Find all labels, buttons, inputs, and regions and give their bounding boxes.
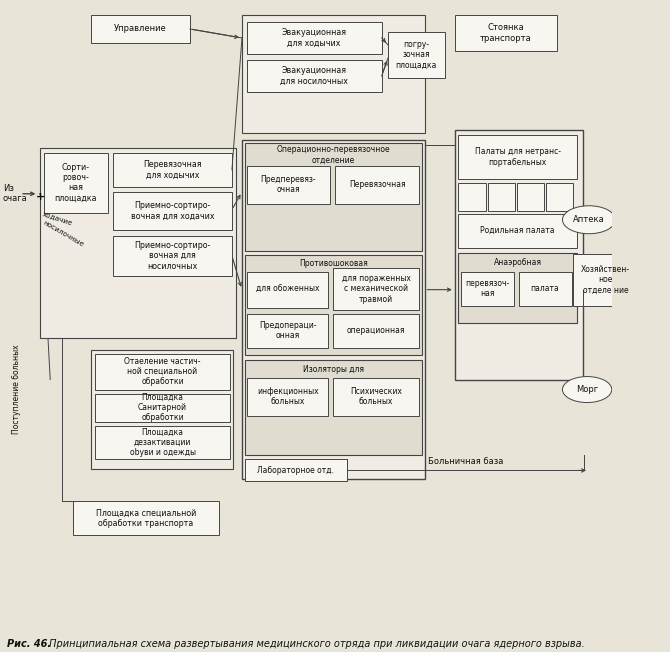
- FancyBboxPatch shape: [458, 253, 577, 323]
- FancyBboxPatch shape: [247, 22, 382, 54]
- Text: Родильная палата: Родильная палата: [480, 226, 555, 235]
- Text: Принципиальная схема развертывания медицинского отряда при ликвидации очага ядер: Принципиальная схема развертывания медиц…: [46, 639, 584, 649]
- FancyBboxPatch shape: [247, 60, 382, 92]
- FancyBboxPatch shape: [245, 255, 422, 355]
- Text: Изоляторы для: Изоляторы для: [303, 365, 364, 374]
- FancyBboxPatch shape: [333, 314, 419, 348]
- Ellipse shape: [562, 206, 616, 233]
- Text: Отаеление частич-
ной специальной
обработки: Отаеление частич- ной специальной обрабо…: [124, 357, 201, 387]
- FancyBboxPatch shape: [247, 378, 328, 415]
- Text: Перевязочная
для ходычих: Перевязочная для ходычих: [143, 160, 202, 179]
- Text: Из
очага: Из очага: [3, 184, 27, 203]
- Text: Площадка
дезактивации
obуви и одежды: Площадка дезактивации obуви и одежды: [129, 428, 196, 458]
- Text: для обоженных: для обоженных: [256, 285, 320, 294]
- Text: погру-
зочная
площадка: погру- зочная площадка: [396, 40, 437, 70]
- Text: ходачие: ходачие: [42, 210, 74, 226]
- FancyBboxPatch shape: [242, 15, 425, 133]
- FancyBboxPatch shape: [458, 183, 486, 211]
- FancyBboxPatch shape: [455, 15, 557, 51]
- Text: перевязоч-
ная: перевязоч- ная: [466, 279, 510, 299]
- Text: палата: палата: [531, 284, 559, 293]
- FancyBboxPatch shape: [247, 166, 330, 204]
- Text: инфекционных
больных: инфекционных больных: [257, 387, 318, 406]
- Text: Морг: Морг: [576, 385, 598, 394]
- Text: Приемно-сортиро-
вочная для ходачих: Приемно-сортиро- вочная для ходачих: [131, 201, 214, 220]
- FancyBboxPatch shape: [40, 148, 237, 338]
- Text: Больничная база: Больничная база: [428, 458, 503, 466]
- FancyBboxPatch shape: [44, 153, 108, 213]
- FancyBboxPatch shape: [574, 254, 637, 306]
- Text: Операционно-перевязочное
отделение: Операционно-перевязочное отделение: [277, 145, 390, 164]
- Text: Перевязочная: Перевязочная: [349, 181, 405, 189]
- Text: Аптека: Аптека: [573, 215, 605, 224]
- Text: Стоянка
транспорта: Стоянка транспорта: [480, 23, 532, 42]
- FancyBboxPatch shape: [461, 272, 514, 306]
- Text: Палаты для нетранс-
портабельных: Палаты для нетранс- портабельных: [475, 147, 561, 166]
- FancyBboxPatch shape: [245, 360, 422, 456]
- Text: Поступление больных: Поступление больных: [12, 345, 21, 434]
- Text: Лабораторное отд.: Лабораторное отд.: [257, 466, 334, 475]
- Text: Предперевяз-
очная: Предперевяз- очная: [261, 175, 316, 194]
- FancyBboxPatch shape: [73, 501, 219, 535]
- Text: Сорти-
ровоч-
ная
площадка: Сорти- ровоч- ная площадка: [54, 163, 97, 203]
- Text: носилочные: носилочные: [42, 220, 85, 248]
- FancyBboxPatch shape: [546, 183, 574, 211]
- Text: операционная: операционная: [347, 326, 405, 335]
- FancyBboxPatch shape: [458, 135, 577, 179]
- FancyBboxPatch shape: [333, 378, 419, 415]
- Text: Предопераци-
онная: Предопераци- онная: [259, 321, 316, 340]
- FancyBboxPatch shape: [245, 460, 347, 481]
- Text: Площадка специальной
обработки транспорта: Площадка специальной обработки транспорт…: [96, 509, 196, 528]
- Text: Эвакуационная
для носилочных: Эвакуационная для носилочных: [280, 67, 348, 85]
- Text: для пораженных
с механической
травмой: для пораженных с механической травмой: [342, 274, 411, 304]
- FancyBboxPatch shape: [242, 140, 425, 479]
- FancyBboxPatch shape: [95, 353, 230, 389]
- FancyBboxPatch shape: [519, 272, 572, 306]
- FancyBboxPatch shape: [488, 183, 515, 211]
- Text: Анаэробная: Анаэробная: [494, 258, 542, 267]
- Text: Эвакуационная
для ходычих: Эвакуационная для ходычих: [281, 28, 346, 48]
- FancyBboxPatch shape: [388, 32, 445, 78]
- FancyBboxPatch shape: [91, 349, 233, 469]
- Text: Противошоковая: Противошоковая: [299, 259, 368, 268]
- Text: Приемно-сортиро-
вочная для
носилочных: Приемно-сортиро- вочная для носилочных: [135, 241, 211, 271]
- Text: Рис. 46.: Рис. 46.: [7, 639, 52, 649]
- Text: Площадка
Санитарной
обработки: Площадка Санитарной обработки: [138, 393, 187, 422]
- FancyBboxPatch shape: [247, 272, 328, 308]
- FancyBboxPatch shape: [247, 314, 328, 348]
- FancyBboxPatch shape: [517, 183, 544, 211]
- Text: Психических
больных: Психических больных: [350, 387, 402, 406]
- FancyBboxPatch shape: [335, 166, 419, 204]
- FancyBboxPatch shape: [91, 15, 190, 43]
- FancyBboxPatch shape: [113, 153, 232, 186]
- FancyBboxPatch shape: [113, 192, 232, 230]
- FancyBboxPatch shape: [95, 426, 230, 460]
- FancyBboxPatch shape: [95, 394, 230, 421]
- FancyBboxPatch shape: [455, 130, 582, 379]
- FancyBboxPatch shape: [245, 143, 422, 251]
- FancyBboxPatch shape: [333, 268, 419, 310]
- Text: Хозяйствен-
ное
отделе ние: Хозяйствен- ное отделе ние: [581, 265, 630, 295]
- Ellipse shape: [562, 377, 612, 402]
- Text: +: +: [36, 192, 45, 201]
- FancyBboxPatch shape: [458, 214, 577, 248]
- FancyBboxPatch shape: [113, 236, 232, 276]
- Text: Управление: Управление: [115, 25, 167, 33]
